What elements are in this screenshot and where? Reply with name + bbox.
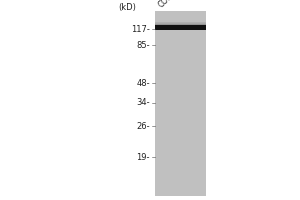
- Text: 26-: 26-: [136, 122, 150, 131]
- Text: COLO205: COLO205: [157, 0, 189, 9]
- Text: 34-: 34-: [136, 98, 150, 107]
- Bar: [154, 24, 206, 25]
- Text: 117-: 117-: [131, 24, 150, 33]
- Bar: [154, 25, 206, 30]
- Text: 85-: 85-: [136, 40, 150, 49]
- Text: 19-: 19-: [136, 152, 150, 162]
- Text: 48-: 48-: [136, 78, 150, 88]
- Bar: [154, 11, 206, 196]
- Text: (kD): (kD): [118, 3, 136, 12]
- Bar: [154, 22, 206, 23]
- Bar: [154, 23, 206, 24]
